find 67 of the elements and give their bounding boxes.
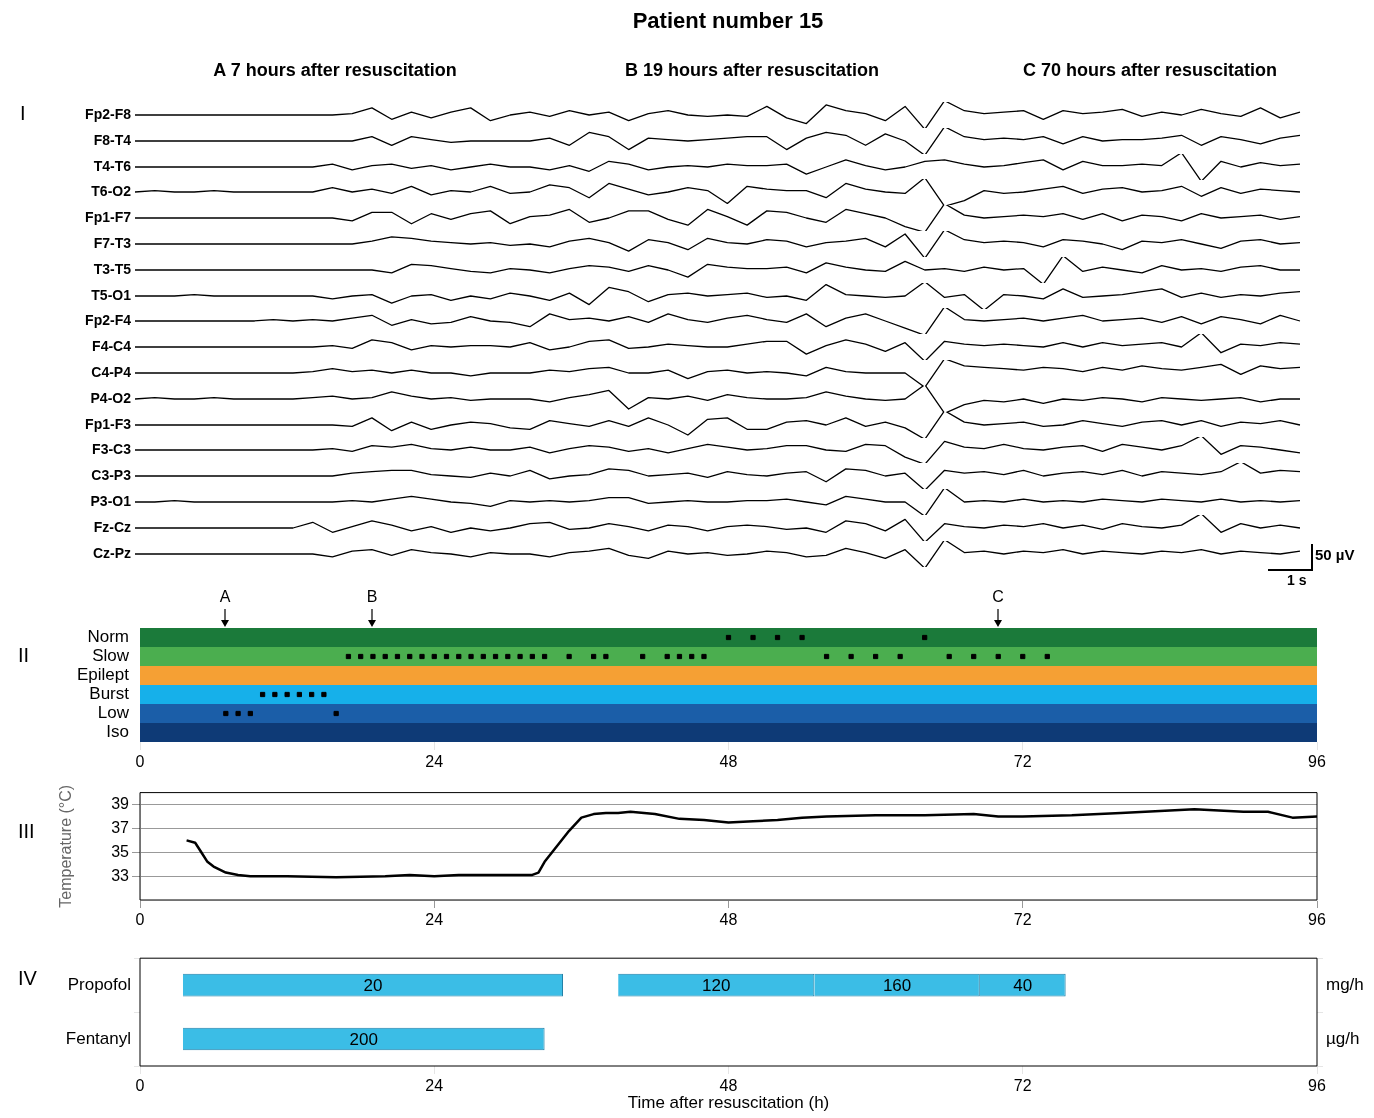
series-label: Cz-Pz: [92, 544, 131, 561]
series-label: F7-T3: [93, 235, 131, 251]
y-tick-label: Epilept: [77, 665, 130, 685]
annotation: 40: [1013, 975, 1033, 995]
series-label: Fp2-F4: [85, 312, 131, 329]
text: C 70 hours after resuscitation: [1022, 60, 1278, 81]
x-tick-label: 24: [425, 1077, 444, 1095]
annotation: 20: [363, 975, 383, 995]
y-tick-label: Fentanyl: [65, 1028, 131, 1048]
text: I: [20, 102, 26, 125]
series-label: C4-P4: [91, 364, 131, 380]
x-tick-label: 48: [719, 753, 738, 771]
x-tick-label: 48: [719, 911, 738, 929]
series-label: T5-O1: [91, 286, 131, 303]
annotation: 120: [702, 975, 731, 995]
y-tick-label: 35: [111, 842, 130, 860]
y-tick-label: Norm: [87, 627, 129, 647]
x-tick-label: 0: [135, 1077, 145, 1095]
text: B 19 hours after resuscitation: [624, 60, 880, 81]
text: 50 µV: [1315, 545, 1355, 563]
y-tick-label: Slow: [92, 646, 130, 666]
x-tick-label: 72: [1013, 753, 1032, 771]
y2-tick-label: µg/h: [1326, 1028, 1360, 1048]
text: B: [366, 588, 378, 606]
y-tick-label: Iso: [106, 722, 129, 742]
annotation: 200: [349, 1029, 378, 1049]
x-tick-label: 72: [1013, 1077, 1032, 1095]
series-label: Fp2-F8: [85, 106, 131, 122]
text: A 7 hours after resuscitation: [213, 60, 457, 81]
x-tick-label: 96: [1308, 911, 1326, 929]
x-tick-label: 48: [719, 1077, 738, 1095]
text: III: [18, 820, 35, 843]
x-tick-label: 24: [425, 753, 444, 771]
series-label: T6-O2: [91, 183, 131, 200]
text: II: [18, 644, 30, 667]
series-label: T3-T5: [93, 260, 131, 277]
x-tick-label: 96: [1308, 753, 1326, 771]
series-label: Fz-Cz: [93, 518, 131, 535]
series-label: F4-C4: [92, 338, 131, 355]
text: 1 s: [1287, 571, 1307, 588]
annotation: 160: [882, 975, 912, 995]
series-label: Fp1-F7: [85, 209, 131, 226]
text: IV: [18, 967, 37, 990]
series-label: P3-O1: [90, 493, 131, 509]
x-tick-label: 0: [135, 753, 145, 771]
y-axis-title: Temperature (°C): [57, 784, 75, 908]
series-label: P4-O2: [90, 389, 131, 406]
y-tick-label: Low: [97, 703, 130, 723]
y-tick-label: Propofol: [67, 974, 131, 994]
x-tick-label: 72: [1013, 911, 1032, 929]
text: C: [992, 588, 1004, 606]
x-axis-title: Time after resuscitation (h): [627, 1093, 830, 1113]
y2-tick-label: mg/h: [1326, 974, 1364, 994]
x-tick-label: 0: [135, 911, 145, 929]
text: A: [219, 588, 231, 606]
text: Patient number 15: [632, 8, 824, 34]
y-tick-label: Burst: [89, 684, 130, 704]
y-tick-label: 33: [111, 866, 130, 884]
series-label: Fp1-F3: [85, 415, 131, 432]
series-label: T4-T6: [93, 157, 131, 174]
y-tick-label: 39: [111, 794, 130, 812]
series-label: F3-C3: [92, 441, 131, 458]
series-label: C3-P3: [91, 467, 131, 484]
y-tick-label: 37: [111, 818, 130, 836]
x-tick-label: 24: [425, 911, 444, 929]
x-tick-label: 96: [1308, 1077, 1326, 1095]
series-label: F8-T4: [93, 131, 131, 148]
